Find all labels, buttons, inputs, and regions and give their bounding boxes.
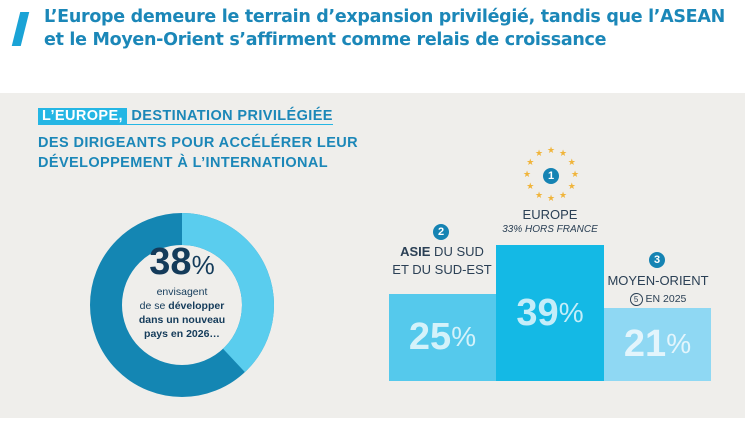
- star-icon: ★: [567, 157, 576, 167]
- rank-1-badge: 1: [536, 166, 566, 184]
- star-icon: ★: [567, 181, 576, 191]
- bar-moyen-orient: 21%: [604, 307, 711, 381]
- star-icon: ★: [535, 189, 544, 200]
- previous-rank-badge: 5: [629, 293, 643, 306]
- donut-caption-2: de se développer: [139, 300, 225, 312]
- star-icon: ★: [526, 181, 535, 191]
- donut-caption-1: envisagent: [156, 286, 208, 298]
- donut-chart: [90, 213, 274, 397]
- star-icon: ★: [526, 157, 535, 167]
- infographic-title-line1: L’EUROPE, DESTINATION PRIVILÉGIÉE: [38, 108, 333, 125]
- title-highlight: L’EUROPE,: [38, 108, 127, 124]
- star-icon: ★: [559, 148, 568, 159]
- europe-label: EUROPE 33% HORS FRANCE: [502, 207, 598, 235]
- rank-3-badge: 3: [642, 250, 672, 268]
- rank-2-badge: 2: [426, 222, 456, 240]
- donut-caption-4: pays en 2026…: [144, 328, 220, 340]
- bar-asie: 25%: [389, 293, 496, 381]
- slash-accent-icon: [11, 12, 30, 46]
- moyen-orient-label: MOYEN-ORIENT 5 EN 2025: [607, 273, 709, 306]
- infographic-title-line2: DES DIRIGEANTS POUR ACCÉLÉRER LEUR: [38, 135, 359, 151]
- star-icon: ★: [523, 169, 532, 179]
- donut-caption-3: dans un nouveau: [138, 314, 226, 326]
- bar-europe: 39%: [496, 245, 604, 381]
- asie-label: ASIE DU SUD ET DU SUD-EST: [392, 244, 492, 277]
- star-icon: ★: [559, 189, 568, 200]
- page-title: L’Europe demeure le terrain d’expansion …: [44, 7, 725, 50]
- star-icon: ★: [547, 145, 556, 155]
- donut-value-segment: [90, 213, 274, 397]
- donut-center-text: 38% envisagent de se développer dans un …: [122, 242, 242, 341]
- donut-value: 38%: [149, 241, 215, 283]
- star-icon: ★: [547, 193, 556, 203]
- star-icon: ★: [571, 169, 580, 179]
- title-text: DESTINATION PRIVILÉGIÉE: [131, 108, 333, 124]
- infographic-title-line3: DÉVELOPPEMENT À L’INTERNATIONAL: [38, 155, 329, 171]
- star-icon: ★: [535, 148, 544, 159]
